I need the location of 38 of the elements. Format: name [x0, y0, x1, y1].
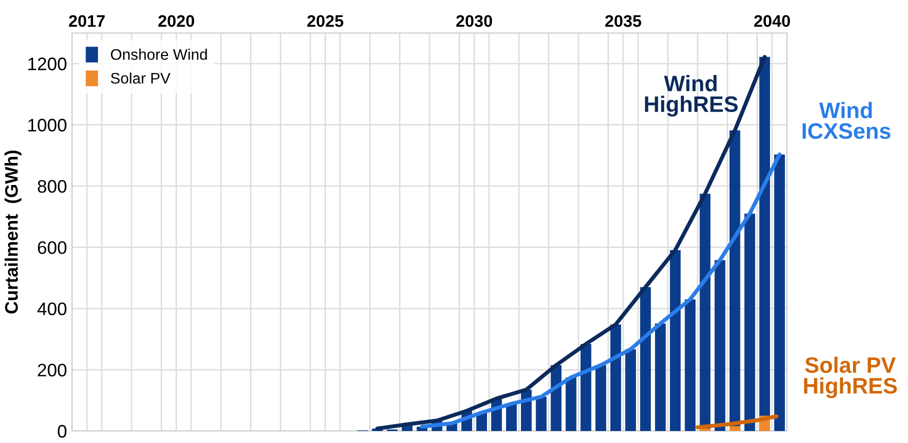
x-tick-label: 2035: [605, 15, 642, 27]
x-tick-label: 2030: [456, 15, 492, 27]
bar: [744, 214, 756, 431]
bar: [595, 365, 606, 431]
y-tick-label: 600: [38, 241, 66, 254]
bar: [700, 194, 710, 431]
bar: [625, 349, 636, 431]
x-tick-label: 2020: [158, 15, 194, 27]
bar: [670, 250, 681, 431]
bar: [684, 299, 696, 431]
y-axis-title: Curtailment (GWh): [4, 150, 22, 314]
line-series: [375, 54, 767, 430]
bar: [655, 324, 666, 431]
bar: [714, 260, 726, 431]
y-tick-label: 200: [38, 364, 66, 376]
y-tick-label: 800: [38, 180, 66, 193]
y-tick-label: 1000: [28, 118, 66, 132]
x-tick-label: 2040: [754, 15, 790, 27]
x-tick-label: 2017: [68, 15, 105, 27]
bar: [536, 396, 547, 431]
bar: [610, 324, 622, 431]
bar: [580, 344, 592, 431]
series-label: Solar PV HighRES: [804, 356, 897, 398]
series-label: Wind ICXSens: [802, 102, 890, 139]
line-series: [420, 152, 782, 429]
bar: [566, 377, 576, 431]
y-tick-label: 0: [58, 424, 66, 438]
y-tick-label: 400: [37, 302, 66, 316]
legend-label: Onshore Wind: [110, 48, 207, 60]
series-label: Wind HighRES: [645, 75, 738, 117]
bar: [640, 287, 651, 431]
x-tick-label: 2025: [307, 15, 344, 27]
bar: [506, 404, 517, 431]
bar: [730, 426, 740, 431]
legend-label: Solar PV: [110, 72, 170, 84]
line-series: [696, 414, 779, 430]
y-tick-label: 1200: [28, 58, 66, 70]
bar: [774, 154, 785, 431]
